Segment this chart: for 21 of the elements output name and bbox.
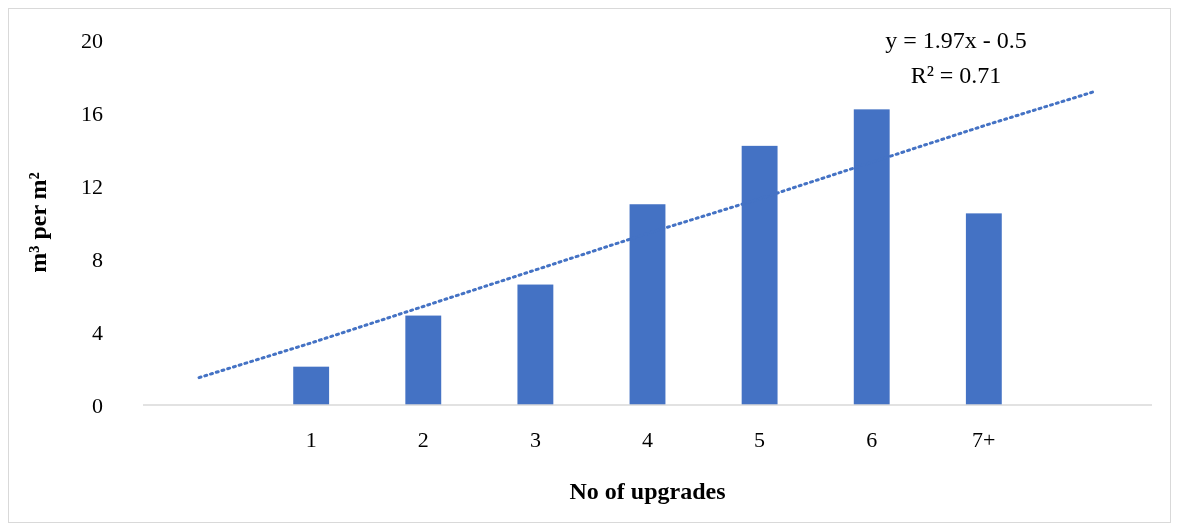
bar	[517, 284, 554, 405]
x-tick-label: 3	[529, 427, 541, 452]
annotation: y = 1.97x - 0.5	[885, 27, 1027, 53]
x-tick-label: 2	[417, 427, 429, 452]
y-tick-label: 20	[81, 27, 103, 53]
bar	[405, 315, 442, 405]
annotation: R² = 0.71	[910, 62, 1002, 88]
y-tick-label: 16	[81, 100, 103, 126]
y-tick-label: 4	[92, 319, 103, 345]
bar	[293, 366, 330, 405]
bar	[965, 213, 1002, 405]
y-tick-label: 0	[92, 392, 103, 418]
x-tick-label: 1	[305, 427, 317, 452]
x-axis-title: No of upgrades	[569, 478, 726, 504]
y-tick-label: 8	[92, 246, 103, 272]
x-tick-label: 4	[642, 427, 653, 452]
x-tick-label: 5	[754, 427, 766, 452]
y-tick-label: 12	[81, 173, 103, 199]
x-tick-label: 6	[866, 427, 878, 452]
x-tick-label: 7+	[972, 427, 996, 452]
y-axis-title: m³ per m²	[25, 172, 51, 273]
